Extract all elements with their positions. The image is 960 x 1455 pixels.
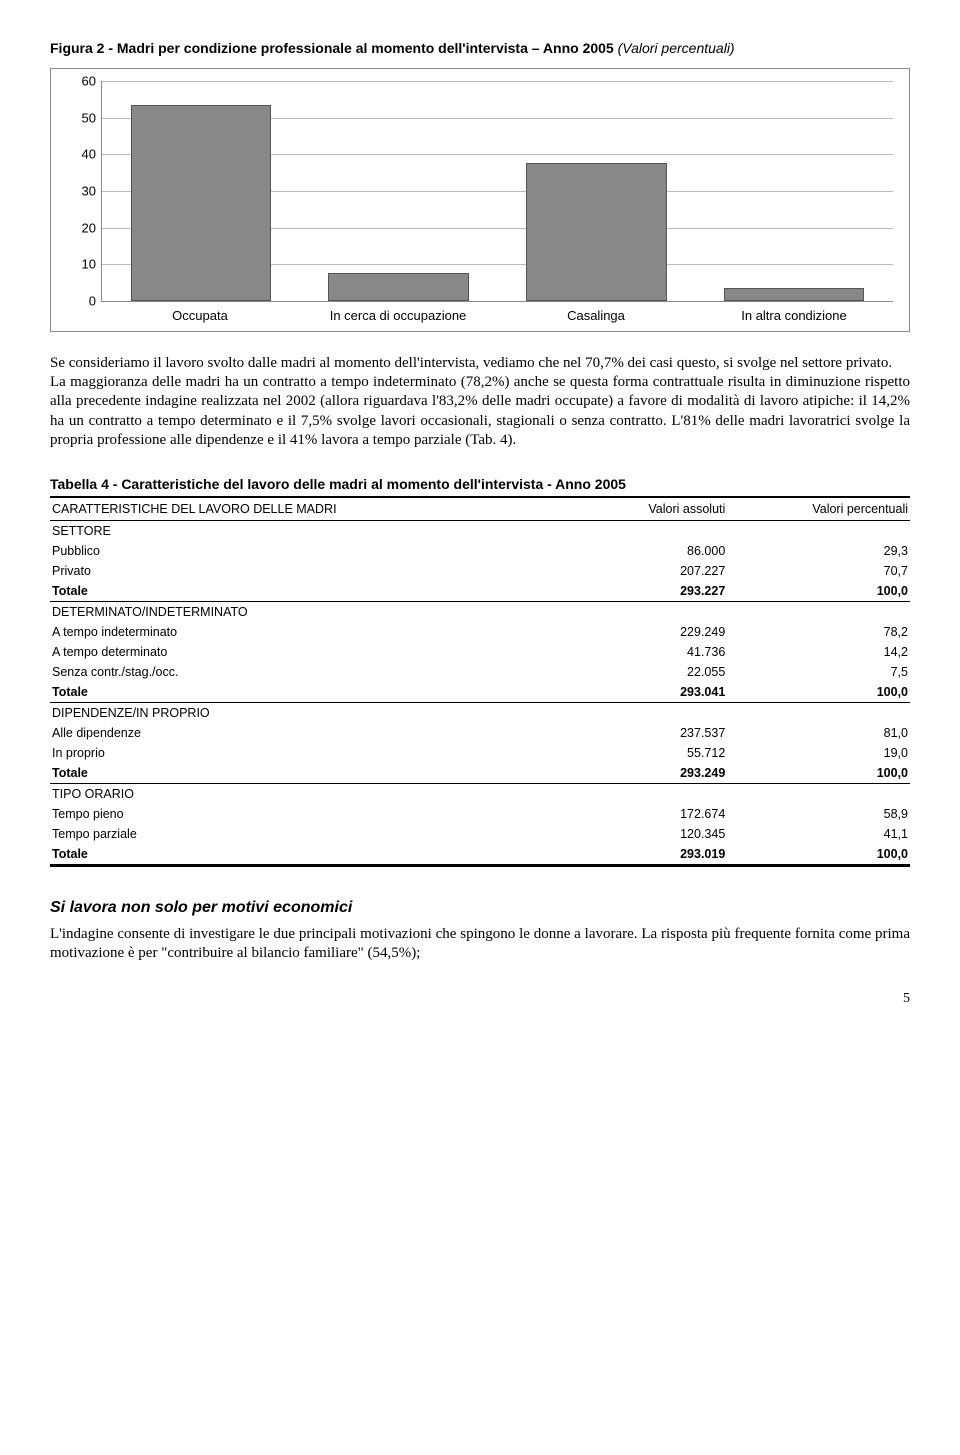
bar-chart-xlabels: OccupataIn cerca di occupazioneCasalinga… (101, 308, 893, 323)
table-cell: 22.055 (579, 662, 727, 682)
table-cell: 14,2 (727, 642, 910, 662)
table-cell: 172.674 (579, 804, 727, 824)
table-cell: 41.736 (579, 642, 727, 662)
bar-chart-container: 0102030405060 OccupataIn cerca di occupa… (50, 68, 910, 332)
table-cell: 86.000 (579, 541, 727, 561)
table-cell: Tempo parziale (50, 824, 579, 844)
chart-ytick: 20 (72, 220, 96, 235)
table-total-row: Totale293.249100,0 (50, 763, 910, 784)
table-cell: 70,7 (727, 561, 910, 581)
table-cell: 237.537 (579, 723, 727, 743)
table-cell: Tempo pieno (50, 804, 579, 824)
chart-bar (724, 288, 864, 301)
table-cell: 58,9 (727, 804, 910, 824)
table-section-label: DIPENDENZE/IN PROPRIO (50, 703, 910, 723)
bar-chart-plot: 0102030405060 (101, 81, 893, 302)
table-section-label-cell: DIPENDENZE/IN PROPRIO (50, 703, 910, 723)
table-total-cell: 100,0 (727, 763, 910, 784)
figure-title-bold: Figura 2 - Madri per condizione professi… (50, 40, 614, 56)
table-total-cell: 100,0 (727, 682, 910, 703)
table-row: Privato207.22770,7 (50, 561, 910, 581)
table-cell: 55.712 (579, 743, 727, 763)
table-total-cell: Totale (50, 682, 579, 703)
table-section-label-cell: TIPO ORARIO (50, 784, 910, 804)
table-total-cell: 100,0 (727, 581, 910, 602)
figure-title-italic: (Valori percentuali) (618, 40, 735, 56)
table-cell: A tempo determinato (50, 642, 579, 662)
page-number: 5 (50, 991, 910, 1007)
table-total-cell: 293.019 (579, 844, 727, 865)
table-section-label: DETERMINATO/INDETERMINATO (50, 602, 910, 622)
table-cell: 120.345 (579, 824, 727, 844)
table-total-cell: 293.041 (579, 682, 727, 703)
table-total-row: Totale293.227100,0 (50, 581, 910, 602)
table-header-1: CARATTERISTICHE DEL LAVORO DELLE MADRI (50, 498, 579, 521)
figure-title: Figura 2 - Madri per condizione professi… (50, 40, 910, 56)
chart-ytick: 0 (72, 294, 96, 309)
table-total-row: Totale293.019100,0 (50, 844, 910, 865)
table-total-cell: Totale (50, 763, 579, 784)
chart-bar (131, 105, 271, 301)
table-cell: Senza contr./stag./occ. (50, 662, 579, 682)
table-total-row: Totale293.041100,0 (50, 682, 910, 703)
table-section-label-cell: SETTORE (50, 521, 910, 541)
chart-ytick: 10 (72, 257, 96, 272)
chart-xlabel: In cerca di occupazione (299, 308, 497, 323)
chart-ytick: 50 (72, 110, 96, 125)
table-row: A tempo indeterminato229.24978,2 (50, 622, 910, 642)
table-cell: 81,0 (727, 723, 910, 743)
table-header-row: CARATTERISTICHE DEL LAVORO DELLE MADRI V… (50, 498, 910, 521)
table-row: A tempo determinato41.73614,2 (50, 642, 910, 662)
table-row: Alle dipendenze237.53781,0 (50, 723, 910, 743)
paragraph-3: L'indagine consente di investigare le du… (50, 925, 910, 963)
table-cell: 19,0 (727, 743, 910, 763)
table-cell: Privato (50, 561, 579, 581)
chart-ytick: 30 (72, 184, 96, 199)
table-cell: 207.227 (579, 561, 727, 581)
body-paragraphs: Se consideriamo il lavoro svolto dalle m… (50, 354, 910, 450)
table-total-cell: Totale (50, 581, 579, 602)
chart-xlabel: Casalinga (497, 308, 695, 323)
table-row: Tempo pieno172.67458,9 (50, 804, 910, 824)
table-section-label-cell: DETERMINATO/INDETERMINATO (50, 602, 910, 622)
paragraph-2: La maggioranza delle madri ha un contrat… (50, 374, 910, 448)
chart-ytick: 60 (72, 74, 96, 89)
table-row: Pubblico86.00029,3 (50, 541, 910, 561)
table-cell: Pubblico (50, 541, 579, 561)
table-cell: 229.249 (579, 622, 727, 642)
paragraph-1: Se consideriamo il lavoro svolto dalle m… (50, 355, 892, 371)
table-section-label: TIPO ORARIO (50, 784, 910, 804)
table-row: Senza contr./stag./occ.22.0557,5 (50, 662, 910, 682)
chart-xlabel: In altra condizione (695, 308, 893, 323)
chart-bar (328, 273, 468, 301)
table-row: In proprio55.71219,0 (50, 743, 910, 763)
section-heading: Si lavora non solo per motivi economici (50, 899, 910, 917)
table-4: CARATTERISTICHE DEL LAVORO DELLE MADRI V… (50, 496, 910, 867)
table-cell: Alle dipendenze (50, 723, 579, 743)
table-total-cell: 293.249 (579, 763, 727, 784)
table-total-cell: Totale (50, 844, 579, 865)
table-cell: 78,2 (727, 622, 910, 642)
table-row: Tempo parziale120.34541,1 (50, 824, 910, 844)
table-title: Tabella 4 - Caratteristiche del lavoro d… (50, 476, 910, 492)
table-cell: 7,5 (727, 662, 910, 682)
table-header-2: Valori assoluti (579, 498, 727, 521)
table-total-cell: 293.227 (579, 581, 727, 602)
table-cell: In proprio (50, 743, 579, 763)
table-cell: A tempo indeterminato (50, 622, 579, 642)
table-header-3: Valori percentuali (727, 498, 910, 521)
table-cell: 29,3 (727, 541, 910, 561)
table-total-cell: 100,0 (727, 844, 910, 865)
chart-ytick: 40 (72, 147, 96, 162)
table-section-label: SETTORE (50, 521, 910, 541)
chart-xlabel: Occupata (101, 308, 299, 323)
chart-bar (526, 163, 666, 301)
table-cell: 41,1 (727, 824, 910, 844)
